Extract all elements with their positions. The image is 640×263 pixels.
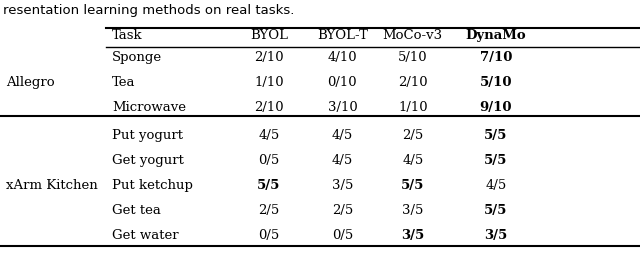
Text: 5/5: 5/5 xyxy=(401,179,424,192)
Text: 2/10: 2/10 xyxy=(254,101,284,114)
Text: 1/10: 1/10 xyxy=(398,101,428,114)
Text: Put yogurt: Put yogurt xyxy=(112,129,183,142)
Text: 0/5: 0/5 xyxy=(258,229,280,242)
Text: Get tea: Get tea xyxy=(112,204,161,217)
Text: 4/10: 4/10 xyxy=(328,51,357,64)
Text: Get water: Get water xyxy=(112,229,179,242)
Text: 4/5: 4/5 xyxy=(332,154,353,167)
Text: Get yogurt: Get yogurt xyxy=(112,154,184,167)
Text: Put ketchup: Put ketchup xyxy=(112,179,193,192)
Text: MoCo-v3: MoCo-v3 xyxy=(383,29,443,42)
Text: 5/5: 5/5 xyxy=(484,129,508,142)
Text: 4/5: 4/5 xyxy=(332,129,353,142)
Text: DynaMo: DynaMo xyxy=(466,29,526,42)
Text: xArm Kitchen: xArm Kitchen xyxy=(6,179,98,192)
Text: 0/5: 0/5 xyxy=(258,154,280,167)
Text: 3/10: 3/10 xyxy=(328,101,357,114)
Text: Sponge: Sponge xyxy=(112,51,162,64)
Text: 2/5: 2/5 xyxy=(332,204,353,217)
Text: 2/5: 2/5 xyxy=(258,204,280,217)
Text: 7/10: 7/10 xyxy=(480,51,512,64)
Text: Allegro: Allegro xyxy=(6,76,55,89)
Text: Microwave: Microwave xyxy=(112,101,186,114)
Text: resentation learning methods on real tasks.: resentation learning methods on real tas… xyxy=(3,4,294,17)
Text: Task: Task xyxy=(112,29,143,42)
Text: 3/5: 3/5 xyxy=(332,179,353,192)
Text: Tea: Tea xyxy=(112,76,136,89)
Text: 4/5: 4/5 xyxy=(402,154,424,167)
Text: 3/5: 3/5 xyxy=(401,229,424,242)
Text: 5/5: 5/5 xyxy=(484,204,508,217)
Text: 1/10: 1/10 xyxy=(254,76,284,89)
Text: 5/5: 5/5 xyxy=(484,154,508,167)
Text: BYOL-T: BYOL-T xyxy=(317,29,368,42)
Text: 0/10: 0/10 xyxy=(328,76,357,89)
Text: 3/5: 3/5 xyxy=(484,229,508,242)
Text: 5/10: 5/10 xyxy=(398,51,428,64)
Text: 3/5: 3/5 xyxy=(402,204,424,217)
Text: 2/10: 2/10 xyxy=(398,76,428,89)
Text: BYOL: BYOL xyxy=(250,29,288,42)
Text: 9/10: 9/10 xyxy=(480,101,512,114)
Text: 2/10: 2/10 xyxy=(254,51,284,64)
Text: 5/10: 5/10 xyxy=(480,76,512,89)
Text: 2/5: 2/5 xyxy=(402,129,424,142)
Text: 5/5: 5/5 xyxy=(257,179,280,192)
Text: 0/5: 0/5 xyxy=(332,229,353,242)
Text: 4/5: 4/5 xyxy=(485,179,507,192)
Text: 4/5: 4/5 xyxy=(258,129,280,142)
